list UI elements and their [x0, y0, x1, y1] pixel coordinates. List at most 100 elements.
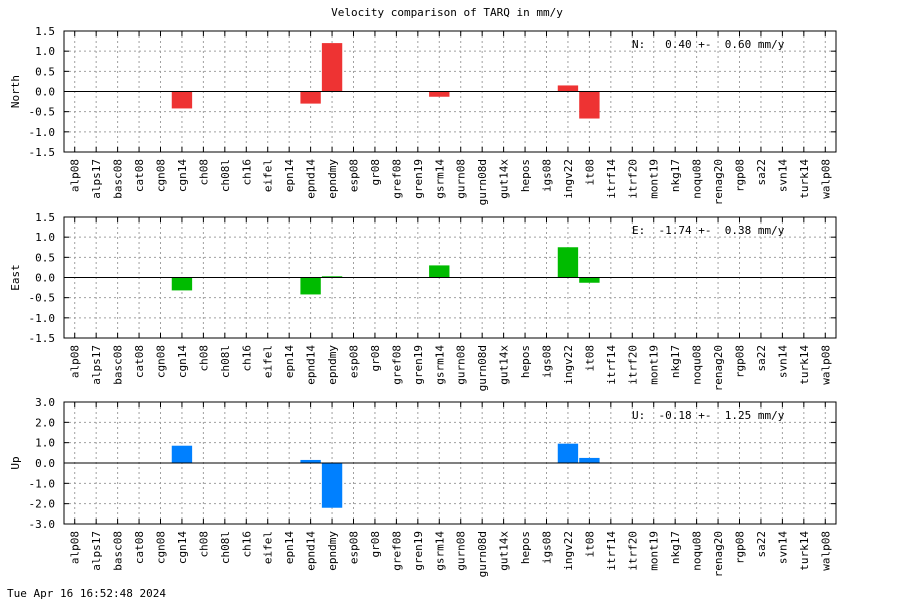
up-axis-label: Up	[9, 456, 22, 469]
north-xtick-label: gut14x	[498, 159, 511, 199]
east-xtick-label: itrf14	[605, 345, 618, 385]
north-xtick-label: alps17	[90, 159, 103, 199]
east-bar-epndmy	[321, 276, 343, 278]
up-xtick-label: alp08	[69, 531, 82, 564]
east-xtick-label: svn14	[776, 345, 789, 378]
east-xtick-label: itrf20	[626, 345, 639, 385]
east-xtick-label: ingv22	[562, 345, 575, 385]
up-ytick-label: 2.0	[35, 416, 55, 429]
up-xtick-label: nkg17	[669, 531, 682, 564]
north-ytick-label: -1.0	[29, 126, 56, 139]
east-ytick-label: 0.5	[35, 251, 55, 264]
east-xtick-label: epn14	[283, 345, 296, 378]
east-ytick-label: -0.5	[29, 292, 56, 305]
north-bar-ingv22	[557, 85, 579, 92]
east-ytick-label: 0.0	[35, 272, 55, 285]
east-axis-label: East	[9, 264, 22, 291]
east-xtick-label: esp08	[348, 345, 361, 378]
north-xtick-label: gref08	[390, 159, 403, 199]
north-panel: 1.5 1.0 0.5 0.0 -0.5 -1.0 -1.5 alp08 alps17 basc0…	[9, 25, 837, 205]
north-xtick-label: gren19	[412, 159, 425, 199]
up-bar-epndmy	[321, 463, 343, 508]
up-xtick-label: cat08	[133, 531, 146, 564]
up-xtick-label: esp08	[348, 531, 361, 564]
east-xtick-label: sa22	[755, 345, 768, 372]
up-xtick-label: alps17	[90, 531, 103, 571]
north-xtick-label: igs08	[541, 159, 554, 192]
up-xtick-label: gref08	[390, 531, 403, 571]
north-xtick-label: ch08	[197, 159, 210, 186]
north-xtick-label: basc08	[112, 159, 125, 199]
up-xtick-label: cgn08	[155, 531, 168, 564]
up-xtick-label: gurn08d	[476, 531, 489, 577]
north-bar-gsrm14	[429, 91, 450, 97]
up-xtick-label: epndmy	[326, 531, 339, 571]
east-xtick-label: nkg17	[669, 345, 682, 378]
up-bar-ingv22	[557, 443, 579, 463]
up-xtick-label: epn14	[283, 531, 296, 564]
east-xtick-label: ch08	[197, 345, 210, 372]
north-bar-cgn14	[171, 91, 193, 109]
east-xtick-label: turk14	[798, 345, 811, 385]
up-xtick-label: gren19	[412, 531, 425, 571]
north-annotation: N: 0.40 +- 0.60 mm/y	[632, 38, 785, 51]
north-xtick-label: ch16	[240, 159, 253, 186]
up-panel: 3.0 2.0 1.0 0.0 -1.0 -2.0 -3.0 alp08 alps17 basc0…	[9, 396, 837, 577]
up-bar-epnd14	[300, 459, 321, 463]
east-xtick-label: rgp08	[734, 345, 747, 378]
up-annotation: U: -0.18 +- 1.25 mm/y	[632, 409, 785, 422]
up-ytick-label: -3.0	[29, 518, 56, 531]
east-xtick-label: basc08	[112, 345, 125, 385]
east-xtick-label: renag20	[712, 345, 725, 391]
up-xtick-label: renag20	[712, 531, 725, 577]
east-ytick-label: 1.5	[35, 211, 55, 224]
north-xtick-label: gsrm14	[433, 159, 446, 199]
up-xtick-label: hepos	[519, 531, 532, 564]
up-xtick-label: eifel	[262, 531, 275, 564]
up-xtick-label: mont19	[648, 531, 661, 571]
up-xtick-label: gr08	[369, 531, 382, 558]
up-xtick-label: gsrm14	[433, 531, 446, 571]
north-xtick-label: gurn08d	[476, 159, 489, 205]
timestamp: Tue Apr 16 16:52:48 2024	[7, 587, 166, 600]
east-xtick-label: epnd14	[305, 345, 318, 385]
up-ytick-label: -2.0	[29, 498, 56, 511]
north-xtick-label: itrf14	[605, 159, 618, 199]
east-xtick-label: mont19	[648, 345, 661, 385]
north-ytick-label: 0.5	[35, 65, 55, 78]
east-xtick-label: gut14x	[498, 345, 511, 385]
north-xtick-label: epn14	[283, 159, 296, 192]
up-xtick-label: turk14	[798, 531, 811, 571]
up-xtick-label: it08	[583, 531, 596, 558]
east-xtick-label: ch16	[240, 345, 253, 372]
east-xtick-label: cgn08	[155, 345, 168, 378]
north-xtick-label: cgn14	[176, 159, 189, 192]
north-axis-label: North	[9, 75, 22, 108]
north-xtick-label: cgn08	[155, 159, 168, 192]
east-ytick-label: 1.0	[35, 231, 55, 244]
north-xtick-label: mont19	[648, 159, 661, 199]
up-ytick-label: -1.0	[29, 477, 56, 490]
up-ytick-label: 0.0	[35, 457, 55, 470]
north-xtick-label: itrf20	[626, 159, 639, 199]
north-bar-it08	[579, 91, 600, 119]
east-xtick-label: noqu08	[691, 345, 704, 385]
east-bar-epnd14	[300, 277, 321, 295]
north-xtick-label: alp08	[69, 159, 82, 192]
east-annotation: E: -1.74 +- 0.38 mm/y	[632, 224, 785, 237]
east-xtick-label: gref08	[390, 345, 403, 385]
up-bar-it08	[579, 457, 600, 463]
north-xtick-label: ingv22	[562, 159, 575, 199]
north-xtick-label: rgp08	[734, 159, 747, 192]
up-xtick-label: gut14x	[498, 531, 511, 571]
up-xtick-label: gurn08	[455, 531, 468, 571]
east-panel: 1.5 1.0 0.5 0.0 -0.5 -1.0 -1.5 alp08 alps17 basc0…	[9, 211, 837, 391]
up-xtick-label: ch16	[240, 531, 253, 558]
up-bar-cgn14	[171, 445, 193, 463]
north-xtick-label: epnd14	[305, 159, 318, 199]
chart-title: Velocity comparison of TARQ in mm/y	[331, 6, 563, 19]
north-xtick-label: noqu08	[691, 159, 704, 199]
up-xtick-label: rgp08	[734, 531, 747, 564]
up-ytick-label: 1.0	[35, 437, 55, 450]
